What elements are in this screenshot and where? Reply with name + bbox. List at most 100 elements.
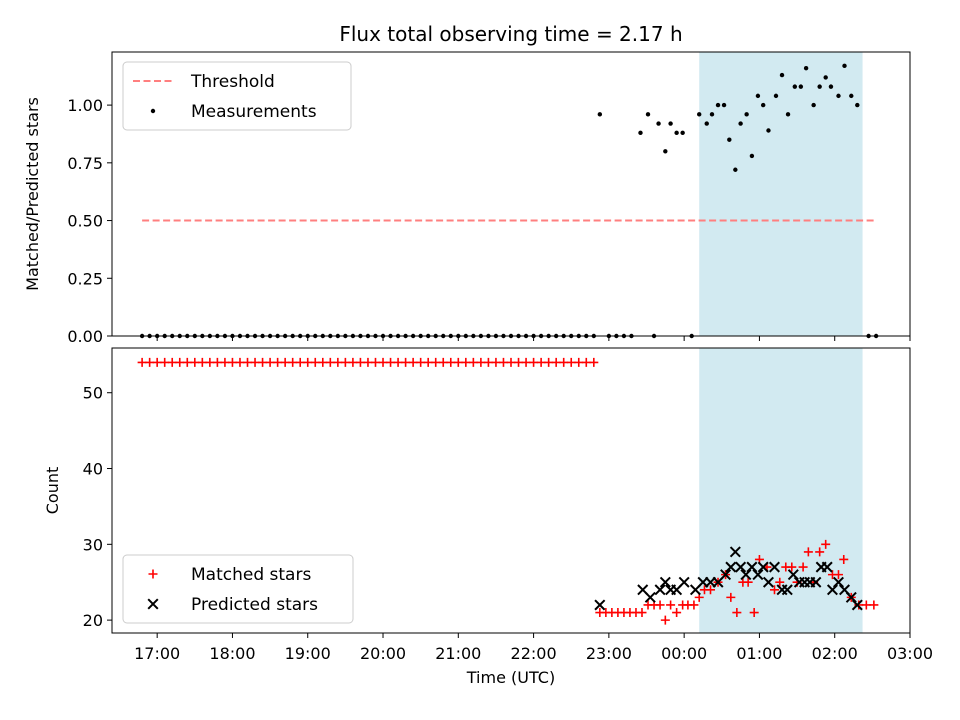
measurement-point — [779, 72, 785, 78]
matched-star-point — [787, 562, 797, 572]
measurement-point — [727, 137, 732, 142]
measurement-point — [721, 102, 727, 108]
matched-star-point — [637, 608, 647, 618]
measurement-point — [792, 84, 798, 89]
legend-entry-label: Measurements — [191, 102, 317, 122]
matched-star-point — [468, 357, 478, 367]
y-tick-label: 0.25 — [67, 269, 103, 288]
matched-star-point — [803, 547, 813, 557]
predicted-star-point — [729, 546, 741, 558]
measurement-point — [715, 102, 721, 108]
x-tick-label: 19:00 — [285, 644, 331, 663]
y-tick-label: 30 — [83, 535, 103, 554]
matched-star-point — [743, 577, 753, 587]
x-tick-label: 01:00 — [736, 644, 782, 663]
measurement-point — [597, 112, 603, 117]
matched-star-point — [589, 357, 599, 367]
matched-star-point — [544, 357, 554, 367]
predicted-star-point — [720, 569, 732, 581]
x-tick-label: 17:00 — [134, 644, 180, 663]
matched-star-point — [288, 357, 298, 367]
matched-star-point — [152, 357, 162, 367]
predicted-star-point — [762, 576, 774, 588]
matched-star-point — [706, 585, 715, 595]
matched-star-point — [521, 357, 531, 367]
x-tick-label: 00:00 — [661, 644, 707, 663]
measurement-point — [785, 112, 791, 117]
predicted-star-point — [644, 591, 656, 603]
measurement-point — [836, 93, 841, 99]
matched-star-point — [854, 600, 864, 610]
x-tick-label: 18:00 — [209, 644, 255, 663]
x-tick-label: 02:00 — [812, 644, 858, 663]
matched-star-point — [438, 357, 448, 367]
matched-star-point — [453, 357, 463, 367]
matched-star-point — [536, 357, 546, 367]
y-tick-label: 20 — [83, 611, 103, 630]
predicted-star-point — [845, 591, 857, 603]
matched-star-point — [348, 357, 358, 367]
matched-star-point — [431, 357, 441, 367]
matched-star-point — [566, 357, 576, 367]
matched-star-point — [689, 600, 699, 610]
predicted-star-point — [594, 599, 606, 611]
matched-star-point — [655, 600, 665, 610]
measurement-point — [773, 93, 779, 99]
legend-box — [122, 554, 354, 624]
y-tick-label: 0.75 — [67, 154, 103, 173]
matched-star-point — [861, 600, 871, 610]
matched-star-point — [574, 357, 584, 367]
predicted-star-point — [757, 561, 769, 573]
matched-star-point — [833, 570, 843, 580]
measurement-point — [738, 121, 743, 126]
measurement-point — [798, 84, 804, 89]
y-tick-label: 0.00 — [67, 327, 103, 346]
measurement-point — [823, 75, 828, 80]
matched-star-point — [839, 554, 849, 564]
predicted-star-point — [768, 561, 780, 573]
measurement-point — [638, 130, 643, 136]
predicted-star-point — [654, 584, 666, 596]
x-tick-label: 23:00 — [586, 644, 632, 663]
measurement-point — [803, 65, 809, 71]
legend-entry-label: Matched stars — [191, 565, 311, 585]
matched-star-point — [182, 357, 192, 367]
matched-star-point — [559, 357, 569, 367]
predicted-star-point — [787, 569, 799, 581]
matched-star-point — [581, 357, 591, 367]
measurement-point — [849, 93, 854, 99]
matched-star-point — [310, 357, 320, 367]
matched-star-point — [197, 357, 207, 367]
measurement-point — [842, 63, 847, 69]
star-count-panel: 20 30 40 50 17:00 18:00 19:00 20:00 21:00 22:00 23… — [43, 347, 933, 687]
y-tick-label: 0.50 — [67, 212, 103, 231]
legend: Matched stars Predicted stars — [122, 554, 354, 624]
matched-star-point — [491, 357, 501, 367]
matched-star-point — [672, 608, 682, 618]
y-tick-label: 40 — [83, 460, 103, 479]
matched-star-point — [212, 357, 222, 367]
measurement-point — [709, 112, 715, 117]
axes-frame — [111, 51, 911, 337]
matched-star-point — [821, 539, 831, 549]
matched-star-point — [363, 357, 373, 367]
x-tick-label: 21:00 — [435, 644, 481, 663]
matched-star-point — [318, 357, 328, 367]
predicted-star-point — [832, 576, 844, 588]
measurement-point — [760, 102, 766, 108]
matched-star-point — [726, 592, 736, 602]
matched-star-point — [815, 547, 825, 557]
observing-window-span — [699, 52, 863, 336]
matched-star-point — [666, 600, 676, 610]
matched-star-point — [235, 357, 245, 367]
matched-star-point — [798, 562, 808, 572]
predicted-star-point — [740, 569, 752, 581]
measurement-point — [733, 167, 738, 172]
measurement-point — [656, 121, 661, 126]
measurement-point — [680, 130, 685, 136]
matched-star-point — [769, 585, 779, 595]
measurement-point — [855, 102, 860, 108]
measurement-point — [817, 84, 822, 89]
matched-star-point — [295, 357, 305, 367]
